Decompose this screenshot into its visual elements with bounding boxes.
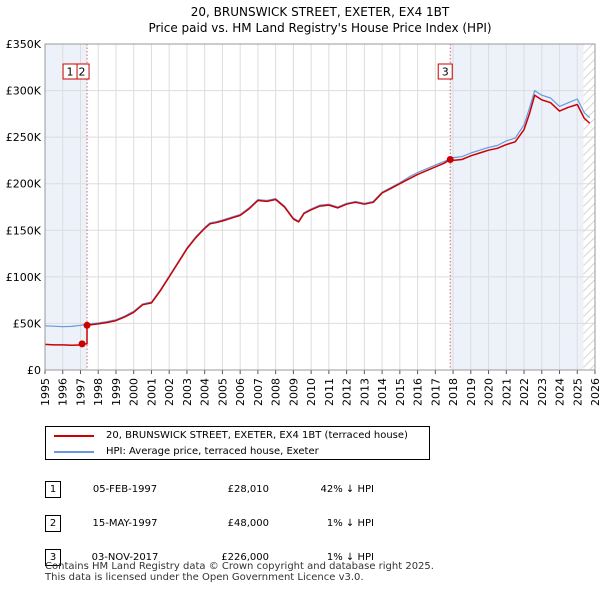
- y-tick-label: £300K: [6, 85, 42, 98]
- legend-hpi-swatch: [54, 451, 94, 453]
- x-tick-label: 2025: [571, 378, 584, 406]
- legend-hpi-label: HPI: Average price, terraced house, Exet…: [106, 446, 319, 457]
- sale-point: [78, 340, 86, 348]
- x-tick-label: 2015: [394, 378, 407, 406]
- sale-date: 15-MAY-1997: [92, 517, 158, 529]
- series-line-property: [44, 94, 591, 347]
- sale-price: £28,010: [227, 483, 269, 495]
- x-tick-label: 2004: [199, 378, 212, 406]
- projection-hatch: [583, 44, 595, 370]
- legend-property-label: 20, BRUNSWICK STREET, EXETER, EX4 1BT (t…: [106, 430, 408, 441]
- chart-title: 20, BRUNSWICK STREET, EXETER, EX4 1BT: [191, 5, 450, 19]
- y-tick-label: £350K: [6, 38, 42, 51]
- x-tick-label: 2005: [216, 378, 229, 406]
- x-tick-label: 2019: [465, 378, 478, 406]
- sale-marker-badge: 3: [45, 548, 61, 566]
- post-purchase-shade: [450, 44, 595, 370]
- sale-date: 05-FEB-1997: [92, 483, 158, 495]
- x-tick-label: 2009: [287, 378, 300, 406]
- x-tick-label: 2020: [483, 378, 496, 406]
- sale-point: [83, 321, 91, 329]
- x-tick-label: 2012: [341, 378, 354, 406]
- x-tick-label: 2000: [128, 378, 141, 406]
- sale-hpi-diff: 1% ↓ HPI: [326, 551, 374, 563]
- x-tick-label: 2003: [181, 378, 194, 406]
- sale-marker-box: [437, 63, 453, 80]
- table-row: 1 05-FEB-1997 £28,010 42% ↓ HPI: [45, 472, 374, 506]
- sale-hpi-diff: 42% ↓ HPI: [320, 483, 374, 495]
- sale-price: £48,000: [227, 517, 269, 529]
- y-tick-label: £150K: [6, 224, 42, 237]
- x-tick-label: 2008: [270, 378, 283, 406]
- footer-copyright: Contains HM Land Registry data © Crown c…: [45, 561, 434, 572]
- y-tick-label: £100K: [6, 271, 42, 284]
- x-tick-label: 2006: [234, 378, 247, 406]
- table-row: 3 03-NOV-2017 £226,000 1% ↓ HPI: [45, 540, 374, 574]
- sale-points: [78, 155, 454, 348]
- sale-marker-label: 2: [79, 66, 86, 79]
- x-tick-label: 2007: [252, 378, 265, 406]
- x-axis: 1995 1996 1997 1998 1999 2000 2001 2002 2003 2004…: [39, 370, 600, 406]
- x-tick-label: 1996: [57, 378, 70, 406]
- sale-marker-badge: 2: [45, 514, 61, 532]
- sale-marker-badge: 1: [45, 480, 61, 498]
- y-tick-label: £250K: [6, 131, 42, 144]
- y-axis: £0 £50K £100K £150K £200K £250K £300K £350K: [6, 38, 42, 377]
- y-tick-label: £0: [27, 364, 41, 377]
- x-tick-label: 1999: [110, 378, 123, 406]
- x-tick-label: 2022: [518, 378, 531, 406]
- x-tick-label: 2010: [305, 378, 318, 406]
- x-tick-label: 1997: [74, 378, 87, 406]
- sale-point: [446, 155, 454, 163]
- sale-markers: 2 3 1: [62, 63, 453, 80]
- x-tick-label: 2026: [589, 378, 600, 406]
- x-tick-label: 2014: [376, 378, 389, 406]
- sale-marker-box: [62, 63, 78, 80]
- legend: 20, BRUNSWICK STREET, EXETER, EX4 1BT (t…: [45, 426, 430, 460]
- sale-price: £226,000: [221, 551, 269, 563]
- x-tick-label: 2017: [429, 378, 442, 406]
- plot-frame: [44, 43, 596, 371]
- y-tick-label: £200K: [6, 178, 42, 191]
- sales-table: 1 05-FEB-1997 £28,010 42% ↓ HPI 2 15-MAY…: [45, 472, 374, 574]
- footer: Contains HM Land Registry data © Crown c…: [45, 561, 434, 583]
- footer-licence: This data is licensed under the Open Gov…: [45, 572, 364, 583]
- sale-marker-label: 3: [442, 66, 449, 79]
- x-tick-label: 2011: [323, 378, 336, 406]
- sale-hpi-diff: 1% ↓ HPI: [326, 517, 374, 529]
- series-layer: [44, 90, 591, 347]
- price-chart: 20, BRUNSWICK STREET, EXETER, EX4 1BT Pr…: [6, 5, 600, 406]
- x-tick-label: 2013: [358, 378, 371, 406]
- x-tick-label: 2024: [554, 378, 567, 406]
- sale-vertical-lines: [86, 44, 451, 370]
- y-tick-label: £50K: [13, 317, 42, 330]
- x-tick-label: 2018: [447, 378, 460, 406]
- chart-subtitle: Price paid vs. HM Land Registry's House …: [148, 21, 491, 35]
- sale-marker-label: 1: [67, 66, 74, 79]
- x-tick-label: 1998: [92, 378, 105, 406]
- sale-marker: 3: [437, 63, 453, 80]
- x-tick-label: 2001: [145, 378, 158, 406]
- x-tick-label: 2023: [536, 378, 549, 406]
- table-row: 2 15-MAY-1997 £48,000 1% ↓ HPI: [45, 506, 374, 540]
- sale-date: 03-NOV-2017: [91, 551, 159, 563]
- x-tick-label: 1995: [39, 378, 52, 406]
- x-tick-label: 2002: [163, 378, 176, 406]
- legend-property-swatch: [54, 435, 94, 437]
- sale-marker: 1: [62, 63, 78, 80]
- x-tick-label: 2016: [412, 378, 425, 406]
- x-tick-label: 2021: [500, 378, 513, 406]
